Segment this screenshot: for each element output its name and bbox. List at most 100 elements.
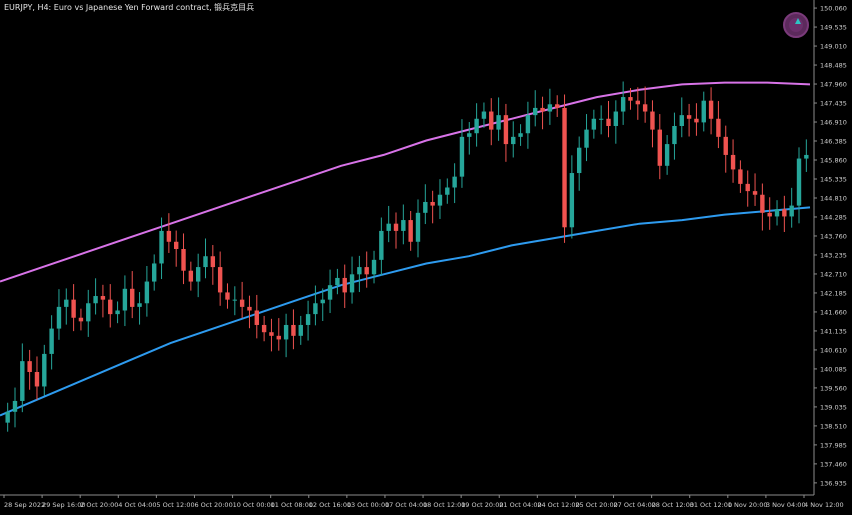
- candle-down: [730, 154, 736, 170]
- candle-up: [774, 209, 780, 217]
- candle-up: [86, 303, 91, 322]
- candle-down: [34, 372, 40, 387]
- candle-up: [474, 118, 479, 134]
- x-tick-label: 29 Sep 16:00: [42, 501, 85, 509]
- candle-up: [232, 299, 238, 301]
- x-tick-label: 6 Oct 20:00: [194, 501, 232, 509]
- y-tick-label: 142.710: [820, 270, 847, 278]
- candle-up: [511, 136, 516, 145]
- candle-down: [752, 191, 758, 195]
- y-tick-label: 140.610: [820, 346, 847, 354]
- candle-down: [708, 100, 714, 119]
- candle-down: [247, 306, 252, 311]
- candle-up: [152, 263, 157, 282]
- candle-down: [225, 292, 230, 300]
- y-tick-label: 143.235: [820, 251, 847, 259]
- candle-up: [349, 274, 355, 293]
- candle-up: [613, 111, 619, 126]
- candle-up: [379, 230, 384, 260]
- y-tick-label: 149.010: [820, 43, 847, 51]
- y-tick-label: 138.510: [820, 422, 847, 430]
- candle-down: [181, 249, 186, 271]
- candle-down: [108, 299, 113, 315]
- candle-up: [64, 299, 69, 307]
- candle-down: [694, 118, 699, 123]
- candle-down: [276, 335, 281, 340]
- arrow-up-icon: [795, 18, 801, 24]
- candle-down: [650, 111, 655, 130]
- candle-down: [606, 118, 611, 126]
- candle-down: [261, 324, 267, 333]
- x-tick-label: 27 Oct 04:00: [614, 501, 656, 509]
- candle-down: [716, 118, 721, 137]
- candle-down: [291, 324, 296, 336]
- x-tick-label: 4 Nov 12:00: [804, 501, 844, 509]
- y-tick-label: 148.485: [820, 62, 847, 70]
- candle-down: [130, 288, 135, 307]
- candle-down: [642, 104, 648, 112]
- candle-down: [540, 107, 545, 112]
- candle-down: [217, 267, 223, 293]
- envelope-bands: [0, 81, 811, 417]
- y-tick-label: 150.060: [820, 5, 847, 13]
- candle-up: [423, 201, 428, 213]
- y-tick-label: 137.460: [820, 460, 847, 468]
- y-tick-label: 143.760: [820, 232, 847, 240]
- candle-up: [679, 115, 684, 126]
- candle-up: [305, 314, 311, 325]
- candle-up: [5, 411, 10, 423]
- x-tick-label: 3 Nov 04:00: [766, 501, 806, 509]
- x-tick-label: 12 Oct 16:00: [309, 501, 351, 509]
- candle-down: [27, 361, 32, 372]
- x-tick-label: 28 Oct 12:00: [652, 501, 694, 509]
- candle-up: [386, 223, 391, 231]
- candle-up: [415, 212, 421, 242]
- upper-envelope-line: [0, 81, 811, 283]
- candle-up: [452, 176, 457, 188]
- one-click-trading-button[interactable]: [783, 12, 809, 38]
- y-tick-label: 147.435: [820, 100, 847, 108]
- candle-down: [489, 111, 494, 130]
- candle-up: [467, 133, 472, 137]
- candle-up: [283, 324, 289, 340]
- candles: [5, 81, 809, 432]
- candle-up: [576, 147, 582, 174]
- y-tick-label: 140.085: [820, 365, 847, 373]
- candle-down: [503, 115, 509, 145]
- candle-up: [115, 310, 120, 315]
- candle-up: [93, 296, 98, 304]
- candle-down: [71, 299, 76, 318]
- candle-up: [122, 288, 128, 311]
- candle-up: [796, 158, 802, 206]
- candle-down: [782, 209, 787, 217]
- candle-up: [20, 361, 25, 401]
- candle-down: [745, 183, 750, 192]
- candle-up: [664, 144, 670, 166]
- x-tick-label: 4 Oct 04:00: [118, 501, 156, 509]
- candle-up: [789, 205, 794, 217]
- y-tick-label: 142.185: [820, 289, 847, 297]
- y-tick-label: 136.935: [820, 479, 847, 487]
- candle-down: [657, 129, 662, 166]
- y-tick-label: 146.910: [820, 119, 847, 127]
- candle-up: [584, 129, 589, 148]
- x-tick-label: 17 Oct 04:00: [385, 501, 427, 509]
- y-tick-label: 144.285: [820, 213, 847, 221]
- x-tick-label: 25 Oct 20:00: [575, 501, 617, 509]
- candle-up: [701, 100, 706, 123]
- candle-up: [313, 303, 318, 315]
- candle-up: [56, 306, 62, 329]
- candle-down: [254, 310, 259, 325]
- candle-down: [628, 97, 633, 101]
- candle-up: [569, 173, 575, 228]
- y-tick-label: 141.660: [820, 308, 847, 316]
- candle-up: [547, 104, 553, 112]
- candle-up: [298, 324, 303, 336]
- chart-title: EURJPY, H4: Euro vs Japanese Yen Forward…: [4, 3, 255, 12]
- candle-up: [459, 136, 465, 177]
- candle-up: [620, 97, 626, 112]
- candle-down: [738, 169, 743, 184]
